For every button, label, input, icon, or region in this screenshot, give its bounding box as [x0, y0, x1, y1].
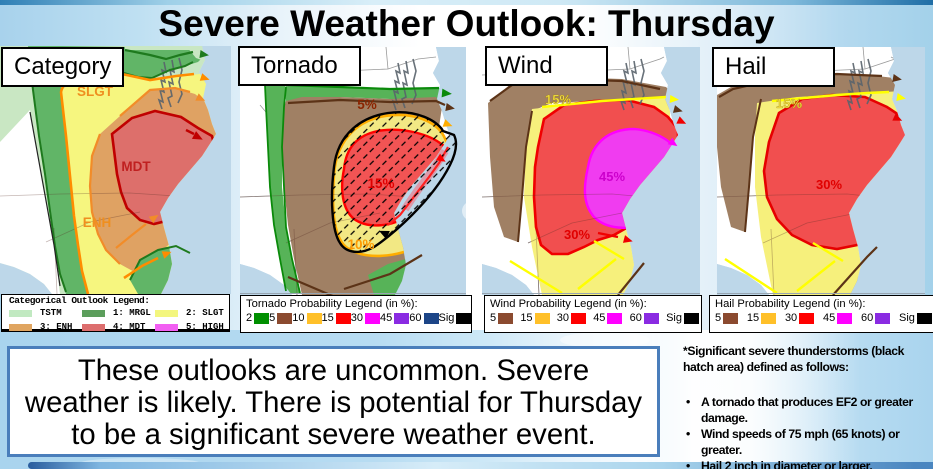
svg-text:MDT: MDT — [121, 159, 151, 174]
svg-text:15%: 15% — [545, 92, 571, 107]
svg-text:10%: 10% — [347, 237, 374, 252]
svg-text:15%: 15% — [367, 176, 394, 191]
svg-text:SLGT: SLGT — [77, 84, 114, 99]
svg-text:5%: 5% — [357, 97, 377, 112]
svg-text:ENH: ENH — [83, 215, 112, 230]
svg-text:30%: 30% — [564, 227, 590, 242]
svg-text:15%: 15% — [776, 96, 802, 111]
svg-text:45%: 45% — [599, 169, 625, 184]
svg-text:30%: 30% — [816, 177, 842, 192]
